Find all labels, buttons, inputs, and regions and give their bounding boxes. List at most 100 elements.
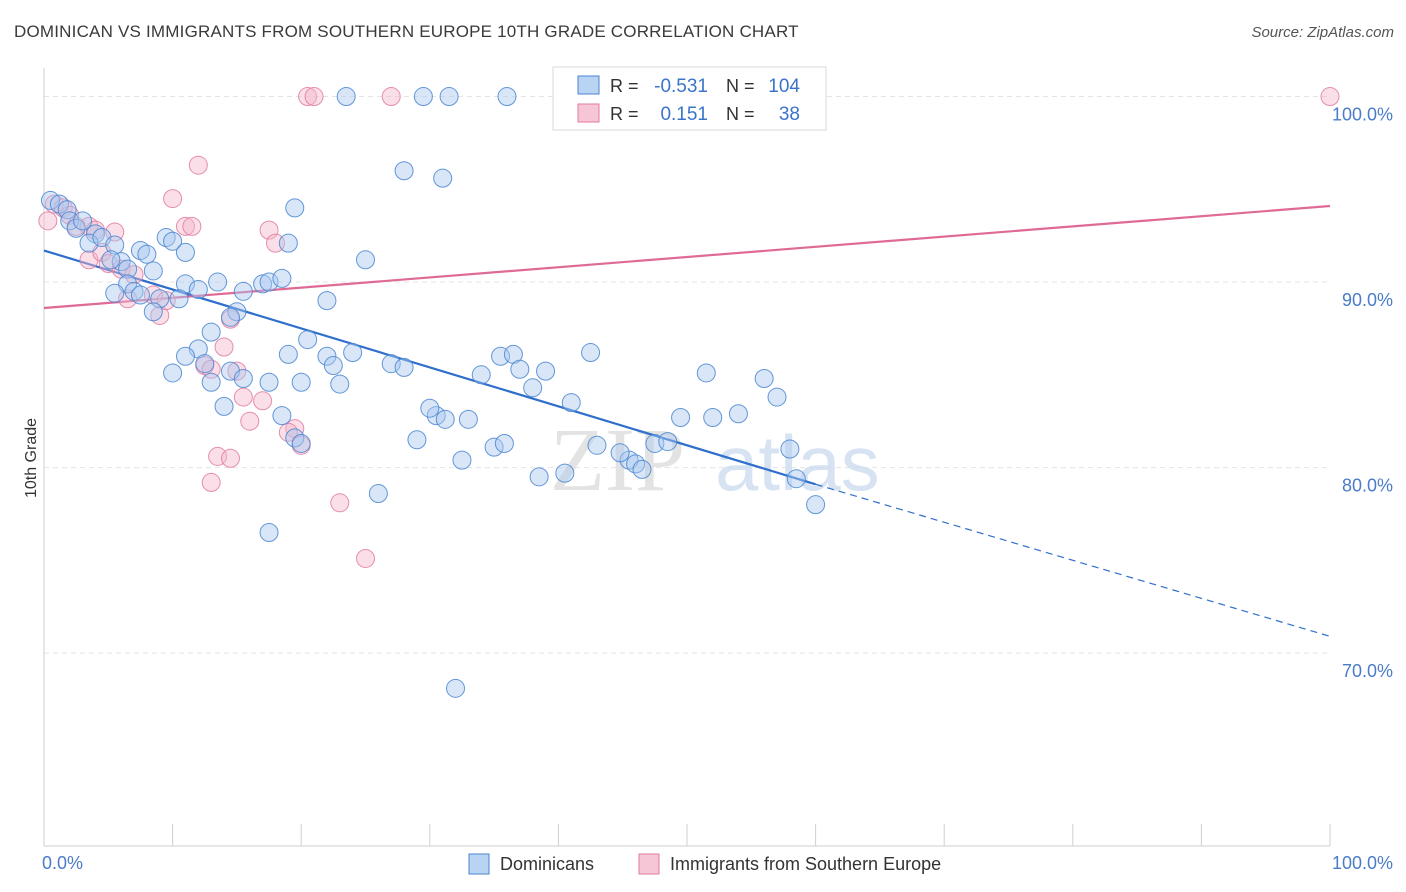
dominicans-point	[458, 409, 478, 429]
dominicans-point	[806, 495, 826, 515]
dominicans-point	[471, 365, 491, 385]
stats-swatch-blue	[577, 75, 600, 95]
southern-europe-point	[38, 211, 58, 231]
southern-europe-point	[240, 411, 260, 431]
y-axis-label: 10th Grade	[23, 418, 40, 498]
dominicans-point	[435, 409, 455, 429]
dominicans-point	[278, 233, 298, 253]
dominicans-point	[118, 259, 138, 279]
tick-labels: 100.0% 90.0% 80.0% 70.0% 0.0% 100.0%	[42, 105, 1393, 873]
southern-europe-point	[227, 361, 247, 381]
dominicans-point	[446, 678, 466, 698]
dominicans-point	[169, 289, 189, 309]
stats-r-label: R =	[610, 104, 639, 124]
southern-europe-point	[220, 448, 240, 468]
legend-label-southern-europe: Immigrants from Southern Europe	[670, 854, 941, 874]
dominicans-point	[786, 469, 806, 489]
dominicans-point	[413, 87, 433, 107]
watermark-zip: ZIP	[550, 411, 685, 510]
dominicans-point	[175, 242, 195, 262]
stats-swatch-pink	[577, 103, 600, 123]
data-points	[38, 87, 1340, 698]
dominicans-point	[163, 231, 183, 251]
y-tick-label: 70.0%	[1342, 661, 1393, 681]
southern-europe-point	[188, 155, 208, 175]
dominicans-point	[124, 281, 144, 301]
dominicans-point	[85, 224, 105, 244]
legend-label-dominicans: Dominicans	[500, 854, 594, 874]
dominicans-point	[317, 291, 337, 311]
dominicans-point	[201, 322, 221, 342]
y-tick-label: 90.0%	[1342, 290, 1393, 310]
dominicans-point	[201, 372, 221, 392]
y-tick-label: 80.0%	[1342, 476, 1393, 496]
dominicans-point	[581, 343, 601, 363]
dominicans-point	[356, 250, 375, 270]
southern-europe-point	[1320, 87, 1340, 107]
southern-europe-point	[330, 493, 350, 513]
dominicans-point	[671, 407, 691, 427]
southern-europe-point	[182, 216, 202, 236]
stats-r-value: 0.151	[660, 104, 708, 125]
dominicans-point	[285, 198, 305, 218]
legend-swatch-southern-europe	[638, 853, 660, 875]
series-southern-europe-points	[38, 87, 1340, 568]
chart-title: DOMINICAN VS IMMIGRANTS FROM SOUTHERN EU…	[14, 22, 799, 41]
axes	[43, 68, 1331, 847]
series-dominicans-points	[40, 87, 826, 698]
dominicans-point	[214, 396, 234, 416]
stats-n-value: 104	[768, 76, 800, 97]
dominicans-point	[439, 87, 459, 107]
dominicans-point	[343, 343, 363, 363]
dominicans-point	[220, 307, 240, 327]
southern-europe-point	[201, 472, 221, 492]
dominicans-point	[188, 279, 208, 299]
dominicans-point	[394, 357, 414, 377]
dominicans-point	[143, 302, 163, 322]
dominicans-point	[433, 168, 453, 188]
dominicans-point	[632, 459, 652, 479]
dominicans-point	[143, 261, 163, 281]
dominicans-point	[394, 161, 414, 181]
dominicans-point	[323, 356, 343, 376]
dominicans-point	[105, 283, 125, 303]
dominicans-point	[536, 361, 556, 381]
southern-europe-point	[163, 189, 183, 209]
dominicans-point	[130, 241, 150, 261]
southern-europe-trend-line	[43, 204, 1331, 310]
trend-lines	[43, 204, 1331, 637]
dominicans-point	[233, 369, 253, 389]
dominicans-point	[767, 387, 787, 407]
dominicans-point	[259, 272, 279, 292]
dominicans-point	[728, 404, 748, 424]
stats-n-label: N =	[726, 104, 755, 124]
southern-europe-point	[381, 87, 401, 107]
dominicans-point	[156, 228, 176, 248]
x-tick-label: 0.0%	[42, 853, 83, 873]
zipatlas-watermark: ZIP atlas	[550, 411, 880, 510]
y-tick-label: 100.0%	[1332, 105, 1393, 125]
dominicans-point	[703, 407, 723, 427]
dominicans-point	[494, 433, 514, 453]
dominicans-point	[523, 378, 543, 398]
dominicans-point	[291, 372, 311, 392]
stats-n-value: 38	[779, 104, 800, 125]
dominicans-point	[66, 218, 86, 238]
dominicans-point	[163, 363, 183, 383]
dominicans-point	[561, 393, 581, 413]
watermark-atlas: atlas	[715, 419, 880, 507]
dominicans-point	[510, 359, 530, 379]
dominicans-point	[484, 437, 504, 457]
dominicans-point	[195, 354, 215, 374]
dominicans-point	[73, 211, 93, 231]
dominicans-trend-line	[43, 249, 816, 486]
dominicans-point	[555, 463, 575, 483]
dominicans-point	[57, 200, 77, 220]
dominicans-point	[317, 346, 337, 366]
dominicans-point	[336, 87, 356, 107]
dominicans-point	[780, 439, 800, 459]
dominicans-point	[610, 443, 630, 463]
dominicans-point	[381, 354, 401, 374]
dominicans-point	[105, 235, 125, 255]
